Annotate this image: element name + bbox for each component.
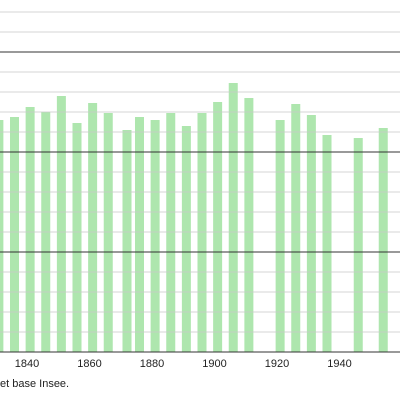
bar: [25, 107, 35, 352]
bar: [244, 98, 254, 352]
x-tick-label: 1920: [265, 358, 289, 370]
bar: [197, 113, 207, 352]
bar: [213, 102, 223, 352]
bar: [306, 115, 316, 352]
bar: [0, 120, 4, 352]
bar: [181, 126, 191, 352]
source-note: et base Insee.: [0, 378, 69, 390]
x-tick-label: 1900: [202, 358, 226, 370]
bar: [88, 103, 98, 352]
bar: [378, 128, 388, 352]
x-tick-label: 1940: [327, 358, 351, 370]
bar: [275, 120, 285, 352]
bar: [228, 83, 238, 352]
bar: [150, 120, 160, 352]
bar: [166, 113, 176, 352]
bar: [353, 138, 363, 352]
x-tick-label: 1840: [15, 358, 39, 370]
x-tick-label: 1880: [140, 358, 164, 370]
bar: [122, 130, 132, 352]
bar: [10, 117, 19, 352]
bar: [72, 123, 82, 352]
bar: [322, 135, 332, 352]
x-tick-label: 1860: [77, 358, 101, 370]
bar: [103, 113, 113, 352]
bar: [135, 117, 144, 352]
bar: [291, 104, 301, 352]
bar: [56, 96, 66, 352]
